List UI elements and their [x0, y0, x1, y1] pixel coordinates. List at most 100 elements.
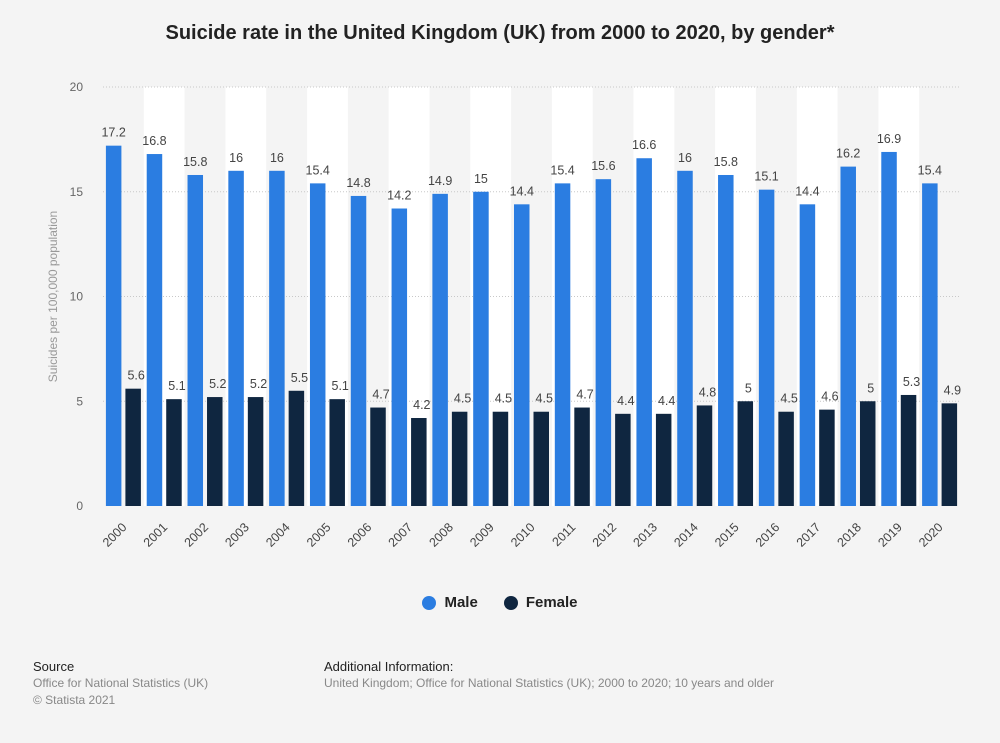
data-label: 5 — [745, 381, 752, 395]
data-label: 14.4 — [795, 184, 819, 198]
data-label: 15.1 — [754, 170, 778, 184]
legend-item-male[interactable]: Male — [422, 594, 478, 611]
data-label: 5.5 — [291, 371, 308, 385]
x-tick-label: 2007 — [386, 520, 416, 550]
bar-male[interactable] — [432, 193, 448, 506]
x-tick-label: 2017 — [794, 520, 824, 550]
x-tick-label: 2014 — [671, 520, 701, 550]
bar-male[interactable] — [391, 208, 408, 506]
bar-female[interactable] — [451, 411, 468, 506]
bar-female[interactable] — [655, 413, 672, 506]
bar-female[interactable] — [370, 407, 386, 506]
bar-male[interactable] — [922, 183, 938, 506]
bar-female[interactable] — [207, 397, 223, 506]
data-label: 4.5 — [536, 392, 553, 406]
bar-female[interactable] — [574, 407, 590, 506]
bar-male[interactable] — [677, 170, 693, 507]
data-label: 4.4 — [617, 394, 634, 408]
x-tick-label: 2000 — [100, 520, 130, 550]
data-label: 17.2 — [101, 126, 125, 140]
data-label: 5.1 — [332, 379, 349, 393]
bar-female[interactable] — [125, 388, 141, 506]
bar-female[interactable] — [288, 390, 305, 506]
data-label: 4.2 — [413, 398, 430, 412]
bar-male[interactable] — [228, 170, 244, 507]
bar-female[interactable] — [696, 405, 713, 506]
data-label: 15.8 — [714, 155, 738, 169]
bar-female[interactable] — [737, 401, 754, 506]
bar-male[interactable] — [309, 183, 326, 506]
data-label: 14.9 — [428, 174, 452, 188]
bar-female[interactable] — [941, 403, 958, 506]
bar-male[interactable] — [105, 145, 122, 506]
x-tick-label: 2006 — [345, 520, 375, 550]
data-label: 4.7 — [576, 388, 593, 402]
source-line[interactable]: Office for National Statistics (UK) — [33, 676, 209, 690]
data-label: 16.9 — [877, 132, 901, 146]
bar-male[interactable] — [554, 183, 571, 506]
additional-info-text: United Kingdom; Office for National Stat… — [324, 676, 775, 690]
legend-label-male: Male — [444, 594, 478, 611]
bar-male[interactable] — [269, 170, 285, 507]
data-label: 16 — [270, 151, 284, 165]
additional-info-heading: Additional Information: — [324, 659, 454, 674]
data-label: 14.4 — [510, 184, 534, 198]
bar-female[interactable] — [859, 401, 876, 506]
data-label: 4.5 — [780, 392, 797, 406]
x-tick-label: 2013 — [630, 520, 660, 550]
data-label: 4.9 — [944, 383, 961, 397]
bar-male[interactable] — [146, 154, 163, 507]
data-label: 4.6 — [821, 390, 838, 404]
bar-male[interactable] — [350, 195, 367, 506]
bar-female[interactable] — [615, 413, 631, 506]
y-tick-label: 20 — [70, 80, 84, 94]
bar-female[interactable] — [329, 399, 345, 506]
x-tick-label: 2009 — [467, 520, 497, 550]
additional-info-block: Additional Information: United Kingdom; … — [324, 658, 774, 692]
y-axis-label: Suicides per 100,000 population — [46, 211, 60, 382]
bar-male[interactable] — [636, 158, 652, 507]
bar-male[interactable] — [881, 151, 897, 506]
bar-female[interactable] — [900, 394, 917, 506]
bar-male[interactable] — [799, 204, 816, 506]
y-tick-label: 0 — [76, 499, 83, 513]
data-label: 5.3 — [903, 375, 920, 389]
bar-male[interactable] — [718, 174, 734, 507]
x-tick-label: 2010 — [508, 520, 538, 550]
data-label: 5 — [867, 381, 874, 395]
copyright-line[interactable]: © Statista 2021 — [33, 693, 116, 707]
bar-male[interactable] — [595, 179, 612, 506]
data-label: 4.5 — [495, 392, 512, 406]
bar-male[interactable] — [758, 189, 775, 506]
x-tick-label: 2002 — [182, 520, 212, 550]
data-label: 5.1 — [168, 379, 185, 393]
y-tick-label: 10 — [70, 290, 84, 304]
bar-male[interactable] — [473, 191, 489, 506]
x-tick-label: 2001 — [141, 520, 171, 550]
x-tick-label: 2004 — [263, 520, 293, 550]
legend-swatch-female — [503, 595, 518, 610]
legend-swatch-male — [422, 595, 437, 610]
data-label: 5.6 — [127, 369, 144, 383]
data-label: 15.4 — [306, 163, 330, 177]
bar-male[interactable] — [514, 204, 530, 506]
bar-female[interactable] — [819, 409, 835, 506]
legend-label-female: Female — [525, 594, 578, 611]
bar-female[interactable] — [411, 418, 427, 506]
bar-female[interactable] — [492, 411, 509, 506]
x-tick-label: 2005 — [304, 520, 334, 550]
bar-male[interactable] — [840, 166, 856, 507]
bar-female[interactable] — [533, 411, 550, 506]
data-label: 16 — [678, 151, 692, 165]
bar-male[interactable] — [187, 174, 204, 507]
x-tick-label: 2018 — [835, 520, 865, 550]
bar-female[interactable] — [166, 399, 182, 506]
x-tick-label: 2011 — [550, 520, 579, 549]
bar-female[interactable] — [247, 397, 264, 506]
data-label: 15.4 — [550, 163, 574, 177]
bar-female[interactable] — [778, 411, 794, 506]
legend-item-female[interactable]: Female — [503, 594, 578, 611]
x-tick-label: 2020 — [916, 520, 946, 550]
data-label: 14.8 — [346, 176, 370, 190]
data-label: 4.5 — [454, 392, 471, 406]
